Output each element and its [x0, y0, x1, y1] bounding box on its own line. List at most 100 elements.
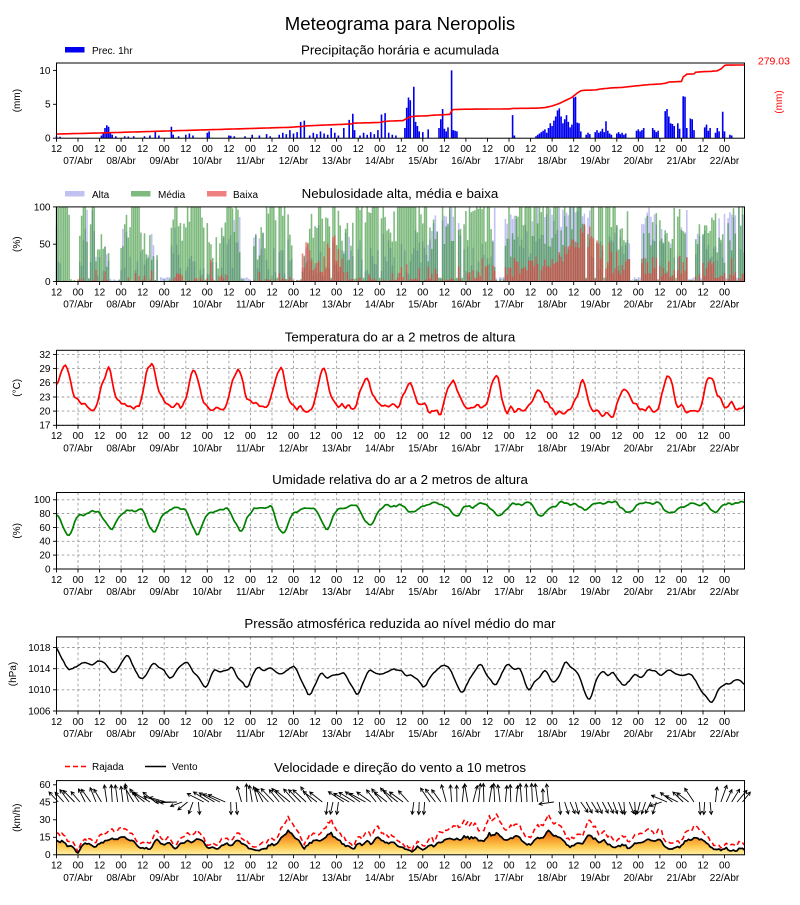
svg-text:12: 12 — [266, 861, 278, 872]
svg-text:1018: 1018 — [28, 643, 51, 654]
svg-text:12: 12 — [396, 861, 408, 872]
svg-text:12: 12 — [439, 287, 451, 298]
svg-text:00: 00 — [374, 144, 386, 155]
svg-text:00: 00 — [503, 431, 515, 442]
svg-text:16/Abr: 16/Abr — [451, 587, 481, 598]
svg-text:12: 12 — [137, 287, 149, 298]
svg-text:12: 12 — [396, 717, 408, 728]
svg-text:12: 12 — [611, 575, 623, 586]
svg-text:00: 00 — [331, 144, 343, 155]
svg-text:09/Abr: 09/Abr — [149, 873, 179, 884]
svg-text:18/Abr: 18/Abr — [537, 443, 567, 454]
svg-text:12/Abr: 12/Abr — [279, 873, 309, 884]
svg-text:19/Abr: 19/Abr — [580, 443, 610, 454]
svg-text:00: 00 — [202, 144, 214, 155]
svg-text:00: 00 — [374, 717, 386, 728]
svg-text:00: 00 — [245, 717, 257, 728]
svg-text:60: 60 — [39, 780, 51, 791]
svg-text:00: 00 — [547, 431, 559, 442]
svg-text:00: 00 — [116, 717, 128, 728]
svg-text:1014: 1014 — [28, 664, 51, 675]
svg-text:60: 60 — [39, 523, 51, 534]
svg-text:12: 12 — [697, 717, 709, 728]
svg-text:00: 00 — [202, 575, 214, 586]
svg-text:12: 12 — [266, 575, 278, 586]
svg-text:00: 00 — [417, 717, 429, 728]
svg-text:00: 00 — [374, 287, 386, 298]
svg-text:12: 12 — [482, 717, 494, 728]
svg-text:00: 00 — [633, 861, 645, 872]
svg-text:12: 12 — [94, 575, 106, 586]
svg-text:00: 00 — [719, 717, 731, 728]
svg-text:00: 00 — [374, 575, 386, 586]
svg-text:17/Abr: 17/Abr — [494, 873, 524, 884]
svg-text:Alta: Alta — [92, 190, 110, 201]
svg-text:00: 00 — [159, 144, 171, 155]
svg-text:00: 00 — [288, 575, 300, 586]
svg-text:12: 12 — [310, 144, 322, 155]
svg-text:(%): (%) — [12, 523, 23, 539]
svg-text:23: 23 — [39, 392, 51, 403]
svg-text:Rajada: Rajada — [92, 762, 124, 773]
svg-text:00: 00 — [331, 431, 343, 442]
svg-text:11/Abr: 11/Abr — [236, 443, 265, 454]
svg-text:00: 00 — [460, 287, 472, 298]
svg-text:12/Abr: 12/Abr — [279, 156, 309, 167]
svg-text:80: 80 — [39, 509, 51, 520]
svg-text:12: 12 — [137, 717, 149, 728]
svg-text:00: 00 — [288, 861, 300, 872]
svg-text:12: 12 — [353, 717, 365, 728]
svg-text:11/Abr: 11/Abr — [236, 729, 265, 740]
svg-text:12: 12 — [310, 575, 322, 586]
svg-text:00: 00 — [417, 861, 429, 872]
svg-text:00: 00 — [719, 431, 731, 442]
svg-text:12: 12 — [223, 575, 235, 586]
svg-text:00: 00 — [676, 144, 688, 155]
svg-text:00: 00 — [417, 287, 429, 298]
svg-text:12: 12 — [94, 431, 106, 442]
svg-text:00: 00 — [590, 575, 602, 586]
svg-text:00: 00 — [245, 144, 257, 155]
svg-text:Baixa: Baixa — [233, 190, 258, 201]
svg-text:00: 00 — [331, 861, 343, 872]
svg-text:0: 0 — [45, 134, 51, 145]
svg-text:Temperatura do ar a 2 metros d: Temperatura do ar a 2 metros de altura — [285, 330, 516, 345]
svg-text:00: 00 — [633, 287, 645, 298]
svg-text:00: 00 — [719, 144, 731, 155]
svg-text:18/Abr: 18/Abr — [537, 156, 567, 167]
svg-text:21/Abr: 21/Abr — [667, 587, 697, 598]
svg-text:Prec. 1hr: Prec. 1hr — [92, 46, 133, 57]
svg-text:00: 00 — [676, 717, 688, 728]
svg-text:12: 12 — [180, 861, 192, 872]
svg-text:16/Abr: 16/Abr — [451, 873, 481, 884]
svg-text:12: 12 — [568, 144, 580, 155]
svg-text:19/Abr: 19/Abr — [580, 300, 610, 311]
svg-text:00: 00 — [417, 431, 429, 442]
svg-text:10/Abr: 10/Abr — [193, 156, 223, 167]
svg-text:20/Abr: 20/Abr — [624, 156, 654, 167]
svg-text:20/Abr: 20/Abr — [624, 443, 654, 454]
svg-text:11/Abr: 11/Abr — [236, 156, 265, 167]
svg-text:07/Abr: 07/Abr — [63, 443, 93, 454]
svg-text:18/Abr: 18/Abr — [537, 729, 567, 740]
svg-text:13/Abr: 13/Abr — [322, 587, 352, 598]
svg-text:Meteograma para Neropolis: Meteograma para Neropolis — [285, 13, 515, 34]
svg-text:00: 00 — [676, 575, 688, 586]
svg-text:12: 12 — [51, 144, 63, 155]
svg-text:12: 12 — [396, 144, 408, 155]
svg-text:17/Abr: 17/Abr — [494, 156, 524, 167]
svg-text:19/Abr: 19/Abr — [580, 587, 610, 598]
svg-text:00: 00 — [719, 287, 731, 298]
svg-text:00: 00 — [417, 575, 429, 586]
svg-text:16/Abr: 16/Abr — [451, 156, 481, 167]
svg-text:00: 00 — [72, 861, 84, 872]
svg-text:13/Abr: 13/Abr — [322, 300, 352, 311]
svg-text:14/Abr: 14/Abr — [365, 156, 395, 167]
svg-text:12: 12 — [611, 717, 623, 728]
svg-text:19/Abr: 19/Abr — [580, 156, 610, 167]
svg-text:08/Abr: 08/Abr — [106, 156, 136, 167]
svg-text:12: 12 — [654, 287, 666, 298]
svg-text:12: 12 — [396, 575, 408, 586]
svg-text:00: 00 — [374, 431, 386, 442]
svg-text:12: 12 — [223, 144, 235, 155]
